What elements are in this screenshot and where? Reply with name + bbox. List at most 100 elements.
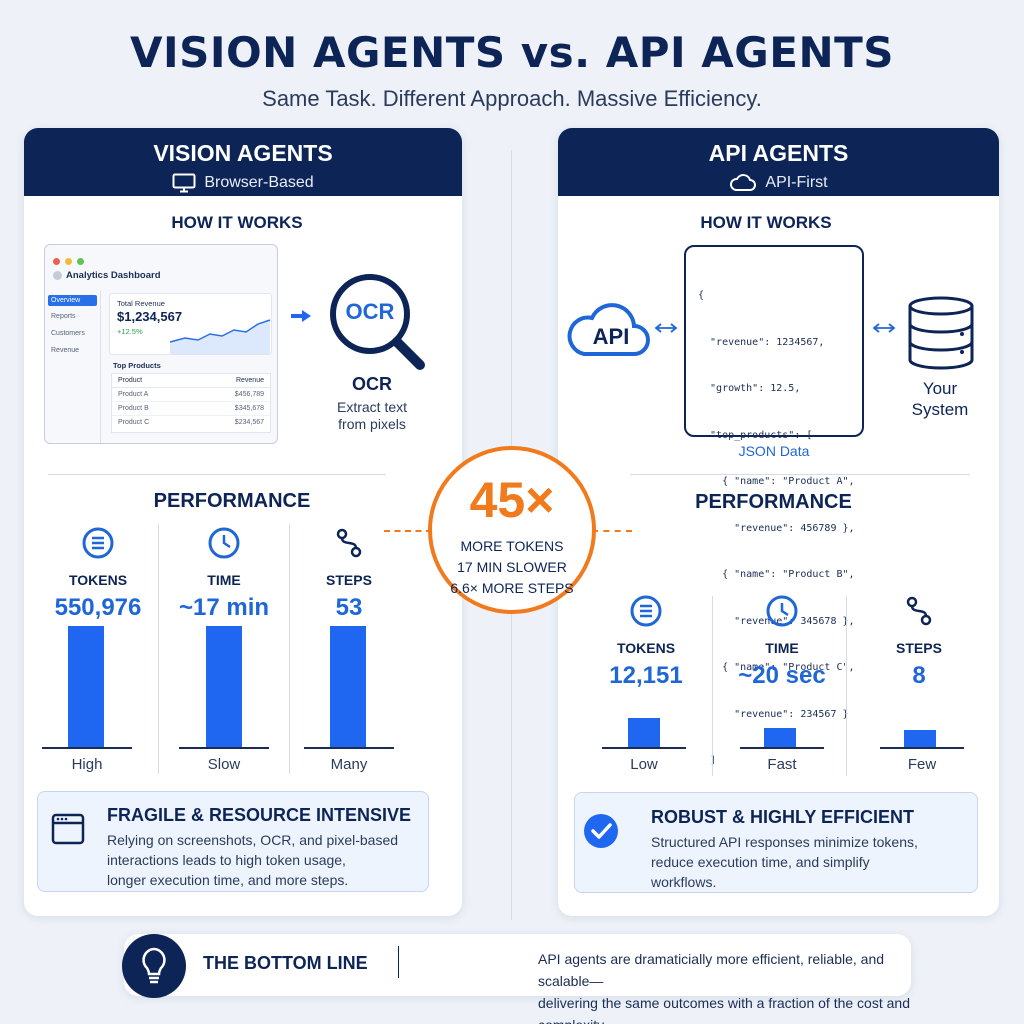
ocr-magnifier-icon [330,274,425,370]
comparison-line-3: 6.6× MORE STEPS [450,580,574,596]
comparison-line-2: 17 MIN SLOWER [457,559,567,575]
api-callout-line: workflows. [651,874,717,890]
metric-label: TIME [207,572,241,588]
total-revenue-value: $1,234,567 [117,309,183,324]
page-subtitle: Same Task. Different Approach. Massive E… [262,86,762,111]
json-line: { "name": "Product C", [698,662,855,673]
vision-callout: FRAGILE & RESOURCE INTENSIVE Relying on … [37,791,429,892]
dashboard-nav-reports: Reports [51,313,76,320]
steps-caption: Few [907,756,937,773]
table-cell: Product A [118,391,149,398]
api-metric-steps: STEPS 8 [864,594,974,690]
metric-value: 12,151 [609,662,683,689]
time-caption: Slow [207,756,241,773]
json-line: "revenue": 234567 } [698,708,849,720]
metric-label: STEPS [896,640,942,656]
comparison-connector-right [592,530,632,532]
steps-icon [906,596,932,626]
steps-bar [330,626,366,748]
cloud-icon [730,174,757,191]
page-title: VISION AGENTS vs. API AGENTS [129,28,895,77]
api-section-divider [630,474,970,475]
vision-card-subtitle: Browser-Based [204,174,314,191]
vision-callout-title: FRAGILE & RESOURCE INTENSIVE [107,805,412,825]
metric-label: STEPS [326,572,372,588]
ocr-desc-2: from pixels [338,416,406,432]
api-callout-line: Structured API responses minimize tokens… [651,834,918,850]
dashboard-title: Analytics Dashboard [66,270,161,281]
dashboard-nav-revenue: Revenue [51,347,80,354]
lightbulb-badge [122,934,186,998]
time-bar [764,727,796,748]
json-line: { "name": "Product B", [698,569,855,580]
vision-callout-line: longer execution time, and more steps. [107,872,349,888]
browser-window-icon [51,813,85,845]
api-card-subtitle: API-First [765,174,828,191]
vision-metric-tokens: TOKENS 550,976 [38,526,158,622]
table-cell: $345,678 [234,405,264,412]
steps-caption: Many [330,756,368,773]
table-cell: $234,567 [234,419,264,426]
metric-value: 53 [335,594,363,621]
check-circle-icon [584,814,618,848]
products-col-revenue: Revenue [235,377,264,384]
table-row: Product A $456,789 [112,388,270,402]
json-line: "revenue": 456789 }, [698,522,855,534]
comparison-line-1: MORE TOKENS [460,538,564,554]
api-callout-line: reduce execution time, and simplify [651,854,870,870]
steps-bar [904,730,936,748]
vision-callout-line: Relying on screenshots, OCR, and pixel-b… [107,832,399,848]
window-controls [53,252,89,270]
table-cell: Product B [118,405,149,412]
metric-label: TOKENS [68,572,128,588]
json-line: "revenue": 345678 }, [698,615,855,627]
comparison-circle: 45× MORE TOKENS 17 MIN SLOWER 6.6× MORE … [428,446,596,614]
api-card-title: API AGENTS [708,140,849,166]
ocr-title: OCR [352,374,392,394]
metric-label: TOKENS [616,640,676,656]
steps-icon [336,528,362,558]
ocr-badge-text: OCR [345,299,395,324]
api-metric-time: TIME ~20 sec [722,594,842,690]
json-caption: JSON Data [738,443,810,459]
vision-callout-line: interactions leads to high token usage, [107,852,346,868]
clock-icon [208,527,240,559]
bottom-line-text-2: delivering the same outcomes with a frac… [538,995,910,1024]
table-cell: Product C [118,419,150,426]
tokens-caption: Low [630,756,658,773]
table-cell: $456,789 [234,391,264,398]
double-arrow-icon [654,323,678,333]
json-line: ] [698,755,717,766]
growth-value: +12.5% [117,327,143,336]
dashboard-sidebar: Overview Reports Customers Revenue [45,291,101,443]
vision-section-divider [48,474,386,475]
api-agents-card: API AGENTS API-First HOW IT WORKS API { … [558,128,999,916]
tokens-bar [628,718,660,748]
comparison-multiplier: 45× [469,472,555,528]
api-card-header: API AGENTS API-First [558,128,999,196]
clock-icon [766,595,798,627]
arrow-right-icon [291,310,311,322]
time-bar [206,626,242,748]
double-arrow-icon [872,323,896,333]
dashboard-screenshot: Analytics Dashboard Overview Reports Cus… [44,244,278,444]
json-line: { [698,290,705,301]
ocr-desc-1: Extract text [336,399,408,415]
vision-how-title: HOW IT WORKS [171,213,303,232]
vision-card-header: VISION AGENTS Browser-Based [24,128,462,196]
metric-value: ~17 min [178,594,270,621]
api-callout: ROBUST & HIGHLY EFFICIENT Structured API… [574,792,978,893]
list-circle-icon [82,527,114,559]
revenue-widget: Total Revenue $1,234,567 +12.5% [109,293,272,355]
api-metric-tokens: TOKENS 12,151 [594,594,698,690]
time-caption: Fast [767,756,797,773]
json-line: "revenue": 1234567, [698,336,825,348]
json-line: "growth": 12.5, [698,383,801,394]
bottom-line-title: THE BOTTOM LINE [203,953,368,973]
comparison-connector-left [384,530,432,532]
products-table-header: Product Revenue [112,374,270,388]
json-data-panel: { "revenue": 1234567, "growth": 12.5, "t… [684,245,864,813]
monitor-icon [172,173,196,193]
metric-value: 550,976 [54,594,142,621]
dashboard-nav-overview: Overview [48,295,97,306]
